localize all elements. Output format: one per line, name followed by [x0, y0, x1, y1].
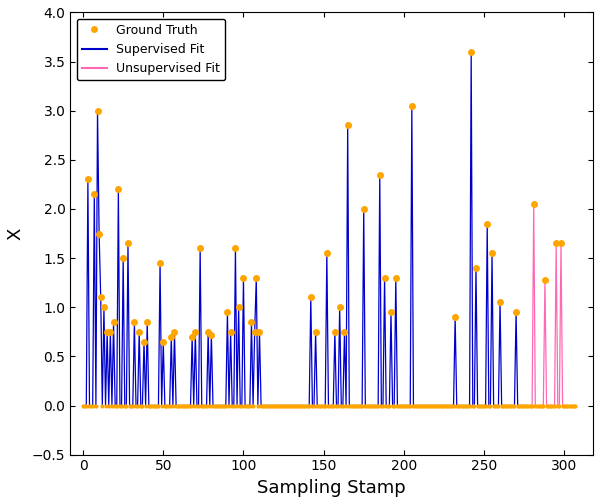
- Legend: Ground Truth, Supervised Fit, Unsupervised Fit: Ground Truth, Supervised Fit, Unsupervis…: [77, 19, 226, 80]
- X-axis label: Sampling Stamp: Sampling Stamp: [257, 479, 406, 497]
- Y-axis label: X: X: [7, 227, 25, 240]
